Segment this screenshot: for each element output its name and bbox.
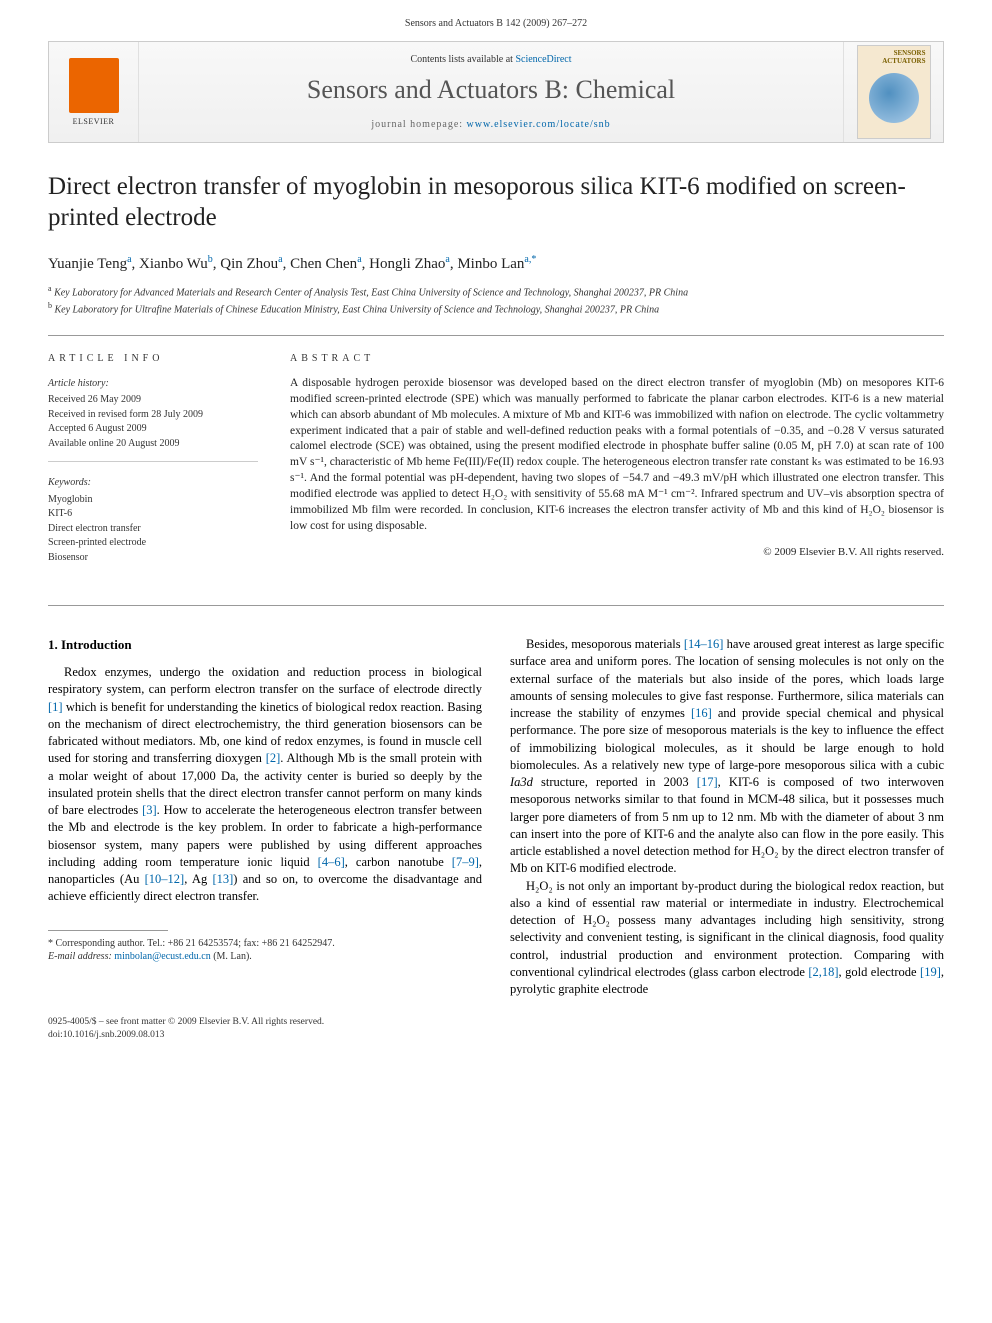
article-info-heading: article info [48,352,258,367]
email-link[interactable]: minbolan@ecust.edu.cn [114,951,210,962]
keyword: Myoglobin [48,493,258,508]
abstract-column: abstract A disposable hydrogen peroxide … [290,352,944,589]
history-online: Available online 20 August 2009 [48,437,258,452]
history-revised: Received in revised form 28 July 2009 [48,408,258,423]
article-title: Direct electron transfer of myoglobin in… [48,171,944,234]
email-suffix: (M. Lan). [211,951,252,962]
sciencedirect-link[interactable]: ScienceDirect [515,54,571,65]
journal-name: Sensors and Actuators B: Chemical [307,75,675,105]
history-label: Article history: [48,377,258,392]
info-abstract-row: article info Article history: Received 2… [48,335,944,606]
homepage-line: journal homepage: www.elsevier.com/locat… [371,119,610,130]
abstract-text: A disposable hydrogen peroxide biosensor… [290,376,944,535]
footnote-separator [48,930,168,931]
footnotes: * Corresponding author. Tel.: +86 21 642… [48,937,482,964]
cover-art-icon [869,73,919,123]
homepage-prefix: journal homepage: [371,119,466,130]
section-heading: 1. Introduction [48,636,482,654]
email-label: E-mail address: [48,951,114,962]
issn-line: 0925-4005/$ – see front matter © 2009 El… [48,1016,944,1029]
doi-line: doi:10.1016/j.snb.2009.08.013 [48,1029,944,1042]
running-head: Sensors and Actuators B 142 (2009) 267–2… [0,0,992,41]
section-number: 1. [48,637,58,652]
journal-banner: ELSEVIER Contents lists available at Sci… [48,41,944,143]
affiliation-a: a Key Laboratory for Advanced Materials … [48,283,944,300]
contents-prefix: Contents lists available at [410,54,515,65]
banner-center: Contents lists available at ScienceDirec… [139,42,843,142]
abstract-copyright: © 2009 Elsevier B.V. All rights reserved… [290,545,944,560]
affiliations: a Key Laboratory for Advanced Materials … [48,283,944,318]
email-line: E-mail address: minbolan@ecust.edu.cn (M… [48,950,482,964]
journal-cover-cell: SENSORS ACTUATORS [843,42,943,142]
publisher-logo-cell: ELSEVIER [49,42,139,142]
elsevier-tree-icon [69,58,119,113]
body-column-right: Besides, mesoporous materials [14–16] ha… [510,636,944,998]
body-column-left: 1. Introduction Redox enzymes, undergo t… [48,636,482,998]
article-history-block: Article history: Received 26 May 2009 Re… [48,377,258,463]
article: Direct electron transfer of myoglobin in… [48,171,944,998]
keyword: Direct electron transfer [48,522,258,537]
history-received: Received 26 May 2009 [48,393,258,408]
contents-line: Contents lists available at ScienceDirec… [410,54,571,65]
homepage-link[interactable]: www.elsevier.com/locate/snb [467,119,611,130]
journal-cover: SENSORS ACTUATORS [857,45,931,139]
abstract-heading: abstract [290,352,944,366]
body-paragraph: H₂O₂ is not only an important by-product… [510,878,944,999]
affiliation-b: b Key Laboratory for Ultrafine Materials… [48,300,944,317]
section-title: Introduction [61,637,132,652]
publisher-name: ELSEVIER [73,117,115,126]
body-paragraph: Redox enzymes, undergo the oxidation and… [48,664,482,906]
keyword: KIT-6 [48,507,258,522]
keyword: Biosensor [48,551,258,566]
keyword: Screen-printed electrode [48,536,258,551]
body-paragraph: Besides, mesoporous materials [14–16] ha… [510,636,944,878]
body-columns: 1. Introduction Redox enzymes, undergo t… [48,636,944,998]
author-list: Yuanjie Tenga, Xianbo Wub, Qin Zhoua, Ch… [48,254,944,273]
elsevier-logo: ELSEVIER [59,52,129,132]
history-accepted: Accepted 6 August 2009 [48,422,258,437]
article-info-column: article info Article history: Received 2… [48,352,258,589]
keywords-block: Keywords: Myoglobin KIT-6 Direct electro… [48,476,258,575]
cover-title: SENSORS ACTUATORS [862,50,926,65]
corresponding-author-note: * Corresponding author. Tel.: +86 21 642… [48,937,482,951]
page-footer: 0925-4005/$ – see front matter © 2009 El… [48,1016,944,1042]
keywords-label: Keywords: [48,476,258,491]
